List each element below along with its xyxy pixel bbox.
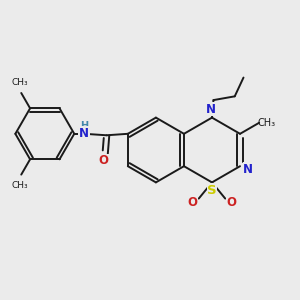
Text: O: O bbox=[188, 196, 198, 209]
Text: CH₃: CH₃ bbox=[11, 77, 28, 86]
Text: N: N bbox=[206, 103, 215, 116]
Text: CH₃: CH₃ bbox=[11, 181, 28, 190]
Text: H: H bbox=[80, 121, 88, 130]
Text: N: N bbox=[243, 163, 253, 176]
Text: CH₃: CH₃ bbox=[257, 118, 276, 128]
Text: N: N bbox=[79, 127, 89, 140]
Text: S: S bbox=[207, 184, 217, 197]
Text: O: O bbox=[99, 154, 109, 167]
Text: O: O bbox=[226, 196, 236, 209]
